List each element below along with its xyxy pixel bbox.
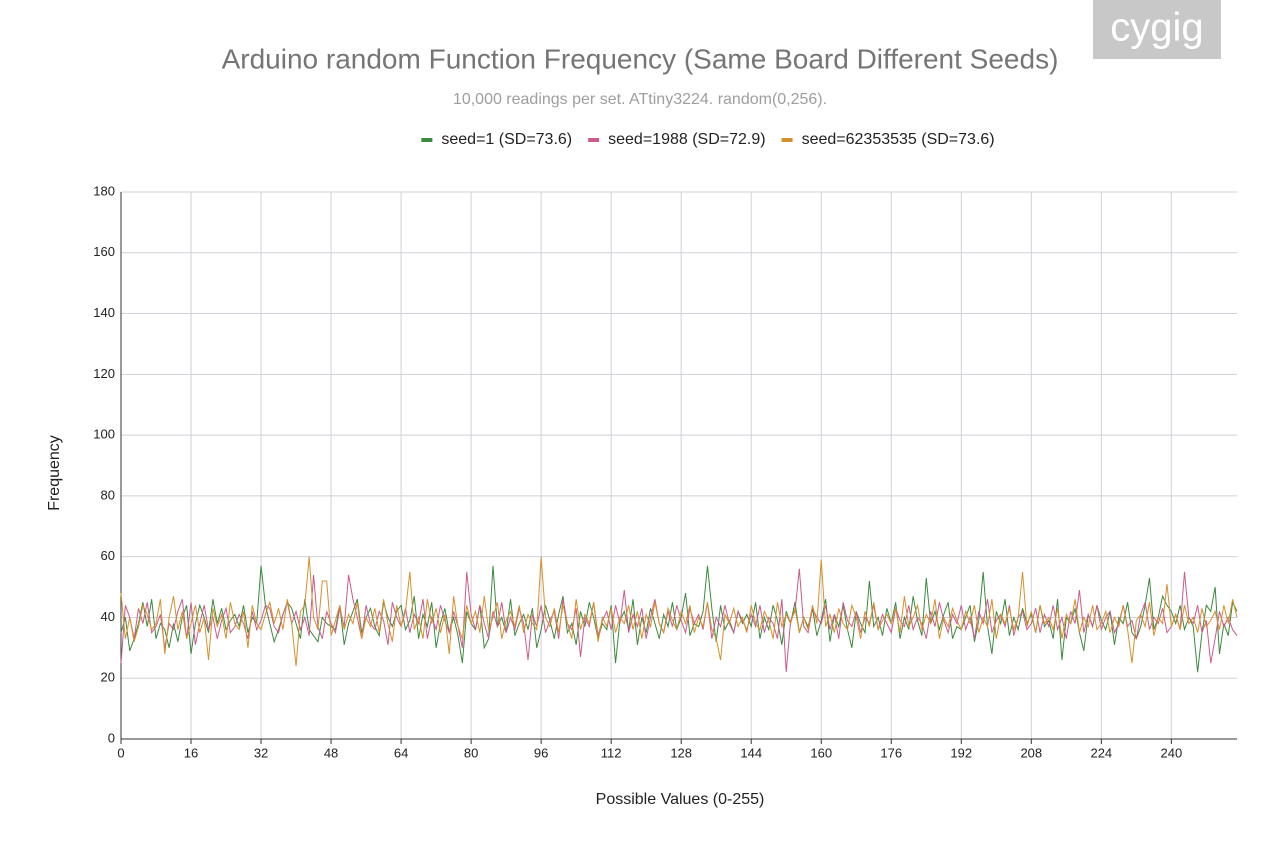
chart-subtitle: 10,000 readings per set. ATtiny3224. ran… xyxy=(453,91,827,108)
logo: cygig xyxy=(1110,6,1203,50)
y-tick-label: 20 xyxy=(101,670,115,685)
x-tick-label: 240 xyxy=(1161,745,1183,760)
x-axis-label: Possible Values (0-255) xyxy=(596,791,765,808)
x-tick-label: 208 xyxy=(1020,745,1042,760)
y-tick-label: 140 xyxy=(93,305,115,320)
x-tick-label: 48 xyxy=(324,745,338,760)
x-tick-label: 192 xyxy=(950,745,972,760)
y-tick-label: 100 xyxy=(93,427,115,442)
x-tick-label: 144 xyxy=(740,745,762,760)
x-tick-label: 176 xyxy=(880,745,902,760)
series-line xyxy=(120,568,1238,673)
legend-label: seed=1988 (SD=72.9) xyxy=(608,131,765,148)
y-tick-label: 60 xyxy=(101,548,115,563)
legend: seed=1 (SD=73.6) seed=1988 (SD=72.9) seed=… xyxy=(421,131,995,148)
series-line xyxy=(120,565,1238,673)
x-tick-label: 128 xyxy=(670,745,692,760)
y-tick-label: 180 xyxy=(93,183,115,198)
legend-label: seed=1 (SD=73.6) xyxy=(441,131,572,148)
y-tick-label: 0 xyxy=(108,730,115,745)
legend-label: seed=62353535 (SD=73.6) xyxy=(802,131,995,148)
legend-swatch xyxy=(421,138,433,142)
series-line xyxy=(120,556,1238,667)
y-axis-label: Frequency xyxy=(46,435,63,511)
x-tick-label: 224 xyxy=(1090,745,1112,760)
legend-swatch xyxy=(781,138,793,142)
x-tick-label: 16 xyxy=(184,745,198,760)
x-tick-label: 64 xyxy=(394,745,408,760)
y-tick-label: 40 xyxy=(101,609,115,624)
y-tick-label: 120 xyxy=(93,366,115,381)
chart-title: Arduino random Function Frequency (Same … xyxy=(222,43,1059,74)
x-tick-label: 96 xyxy=(534,745,548,760)
x-tick-label: 160 xyxy=(810,745,832,760)
x-tick-label: 0 xyxy=(117,745,124,760)
x-tick-label: 112 xyxy=(601,745,622,760)
legend-swatch xyxy=(588,138,600,142)
x-tick-label: 32 xyxy=(254,745,268,760)
y-tick-label: 160 xyxy=(93,244,115,259)
x-tick-label: 80 xyxy=(464,745,478,760)
y-tick-label: 80 xyxy=(101,487,115,502)
logo-box xyxy=(1093,0,1221,59)
